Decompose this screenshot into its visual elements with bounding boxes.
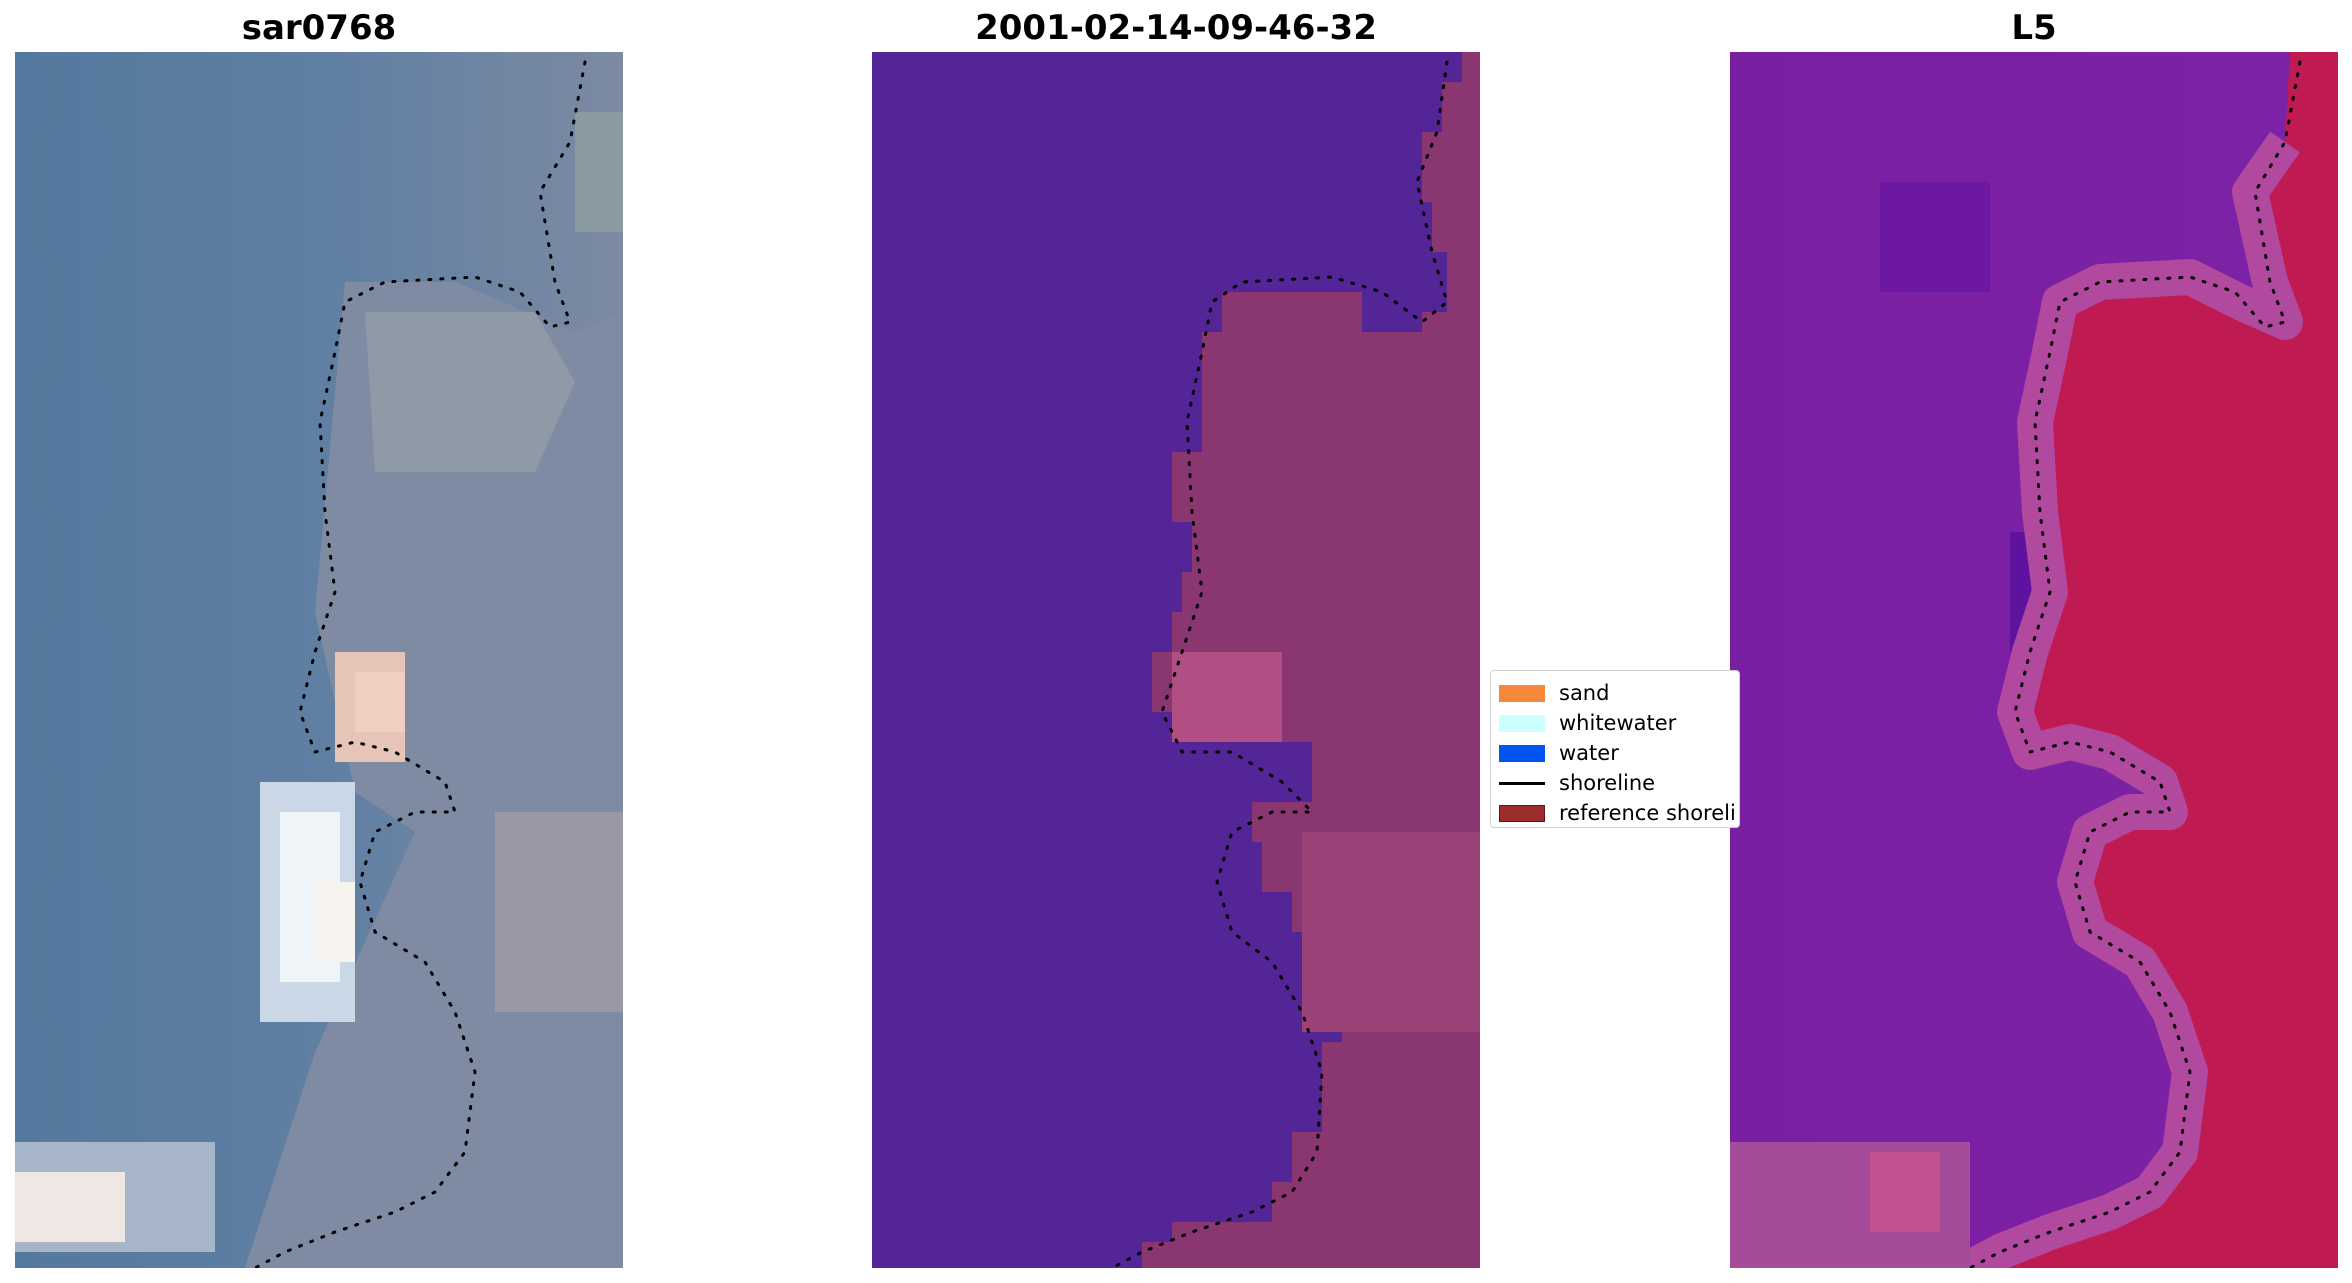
legend-item-sand: sand bbox=[1499, 679, 1609, 707]
water-swatch-icon bbox=[1499, 744, 1545, 762]
index-panel bbox=[1730, 52, 2338, 1268]
legend-label: reference shoreli bbox=[1559, 801, 1736, 825]
legend-item-whitewater: whitewater bbox=[1499, 709, 1676, 737]
legend-label: whitewater bbox=[1559, 711, 1677, 735]
reference-shoreline-swatch-icon bbox=[1499, 804, 1545, 822]
rgb-image-panel bbox=[15, 52, 623, 1268]
legend-item-water: water bbox=[1499, 739, 1619, 767]
legend-label: water bbox=[1559, 741, 1619, 765]
whitewater-swatch-icon bbox=[1499, 714, 1545, 732]
classification-panel bbox=[872, 52, 1480, 1268]
panel-title-rgb: sar0768 bbox=[241, 8, 397, 48]
legend-item-reference-shoreline: reference shoreli bbox=[1499, 799, 1736, 827]
legend: sand whitewater water shoreline referenc… bbox=[1490, 670, 1740, 828]
sand-swatch-icon bbox=[1499, 684, 1545, 702]
panel-title-classification: 2001-02-14-09-46-32 bbox=[975, 8, 1377, 48]
legend-label: shoreline bbox=[1559, 771, 1656, 795]
shoreline-line-icon bbox=[1499, 781, 1545, 785]
legend-item-shoreline: shoreline bbox=[1499, 769, 1655, 797]
panel-title-index: L5 bbox=[2011, 8, 2057, 48]
legend-label: sand bbox=[1559, 681, 1610, 705]
